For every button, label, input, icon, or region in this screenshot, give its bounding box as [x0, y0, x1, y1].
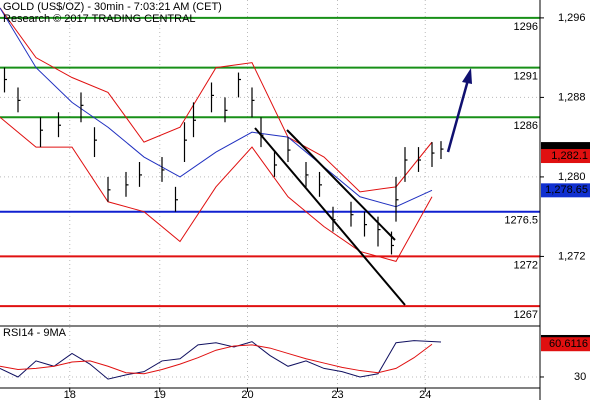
price-marker-label: 1,282.1 — [551, 150, 588, 162]
rsi-line — [0, 343, 433, 375]
level-label: 1276.5 — [504, 215, 538, 227]
level-label: 1291 — [514, 70, 538, 82]
chart-subtitle: Research © 2017 TRADING CENTRAL — [3, 13, 196, 25]
rsi-marker — [541, 337, 590, 352]
x-tick-label: 20 — [241, 389, 253, 400]
y-tick-label: 1,296 — [558, 12, 586, 24]
y-tick-label: 30 — [574, 371, 586, 383]
x-tick-label: 24 — [419, 389, 431, 400]
arrow-head — [462, 68, 472, 84]
price-marker — [541, 183, 590, 198]
level-label: 1267 — [514, 309, 538, 321]
price-marker-label: 1,278.65 — [545, 184, 588, 196]
overlay-line — [0, 7, 433, 193]
forecast-arrow — [446, 79, 470, 153]
chart-title: GOLD (US$/OZ) - 30min - 7:03:21 AM (CET) — [3, 1, 222, 13]
level-label: 1286 — [514, 120, 538, 132]
x-tick-label: 23 — [331, 389, 343, 400]
level-label: 1272 — [514, 259, 538, 271]
x-tick-label: 19 — [154, 389, 166, 400]
x-tick-label: 18 — [64, 389, 76, 400]
rsi-line — [0, 340, 442, 380]
overlay-line — [0, 7, 433, 208]
plot-layer — [0, 0, 540, 388]
rsi-title: RSI14 - 9MA — [3, 327, 67, 339]
price-marker — [541, 149, 590, 164]
channel-top — [286, 129, 396, 241]
y-tick-label: 1,280 — [558, 171, 586, 183]
rsi-marker-label: 60.6116 — [549, 338, 588, 350]
y-tick-label: 1,288 — [558, 91, 586, 103]
level-label: 1296 — [514, 21, 538, 33]
channel-bottom — [254, 127, 406, 306]
y-tick-label: 1,272 — [558, 250, 586, 262]
